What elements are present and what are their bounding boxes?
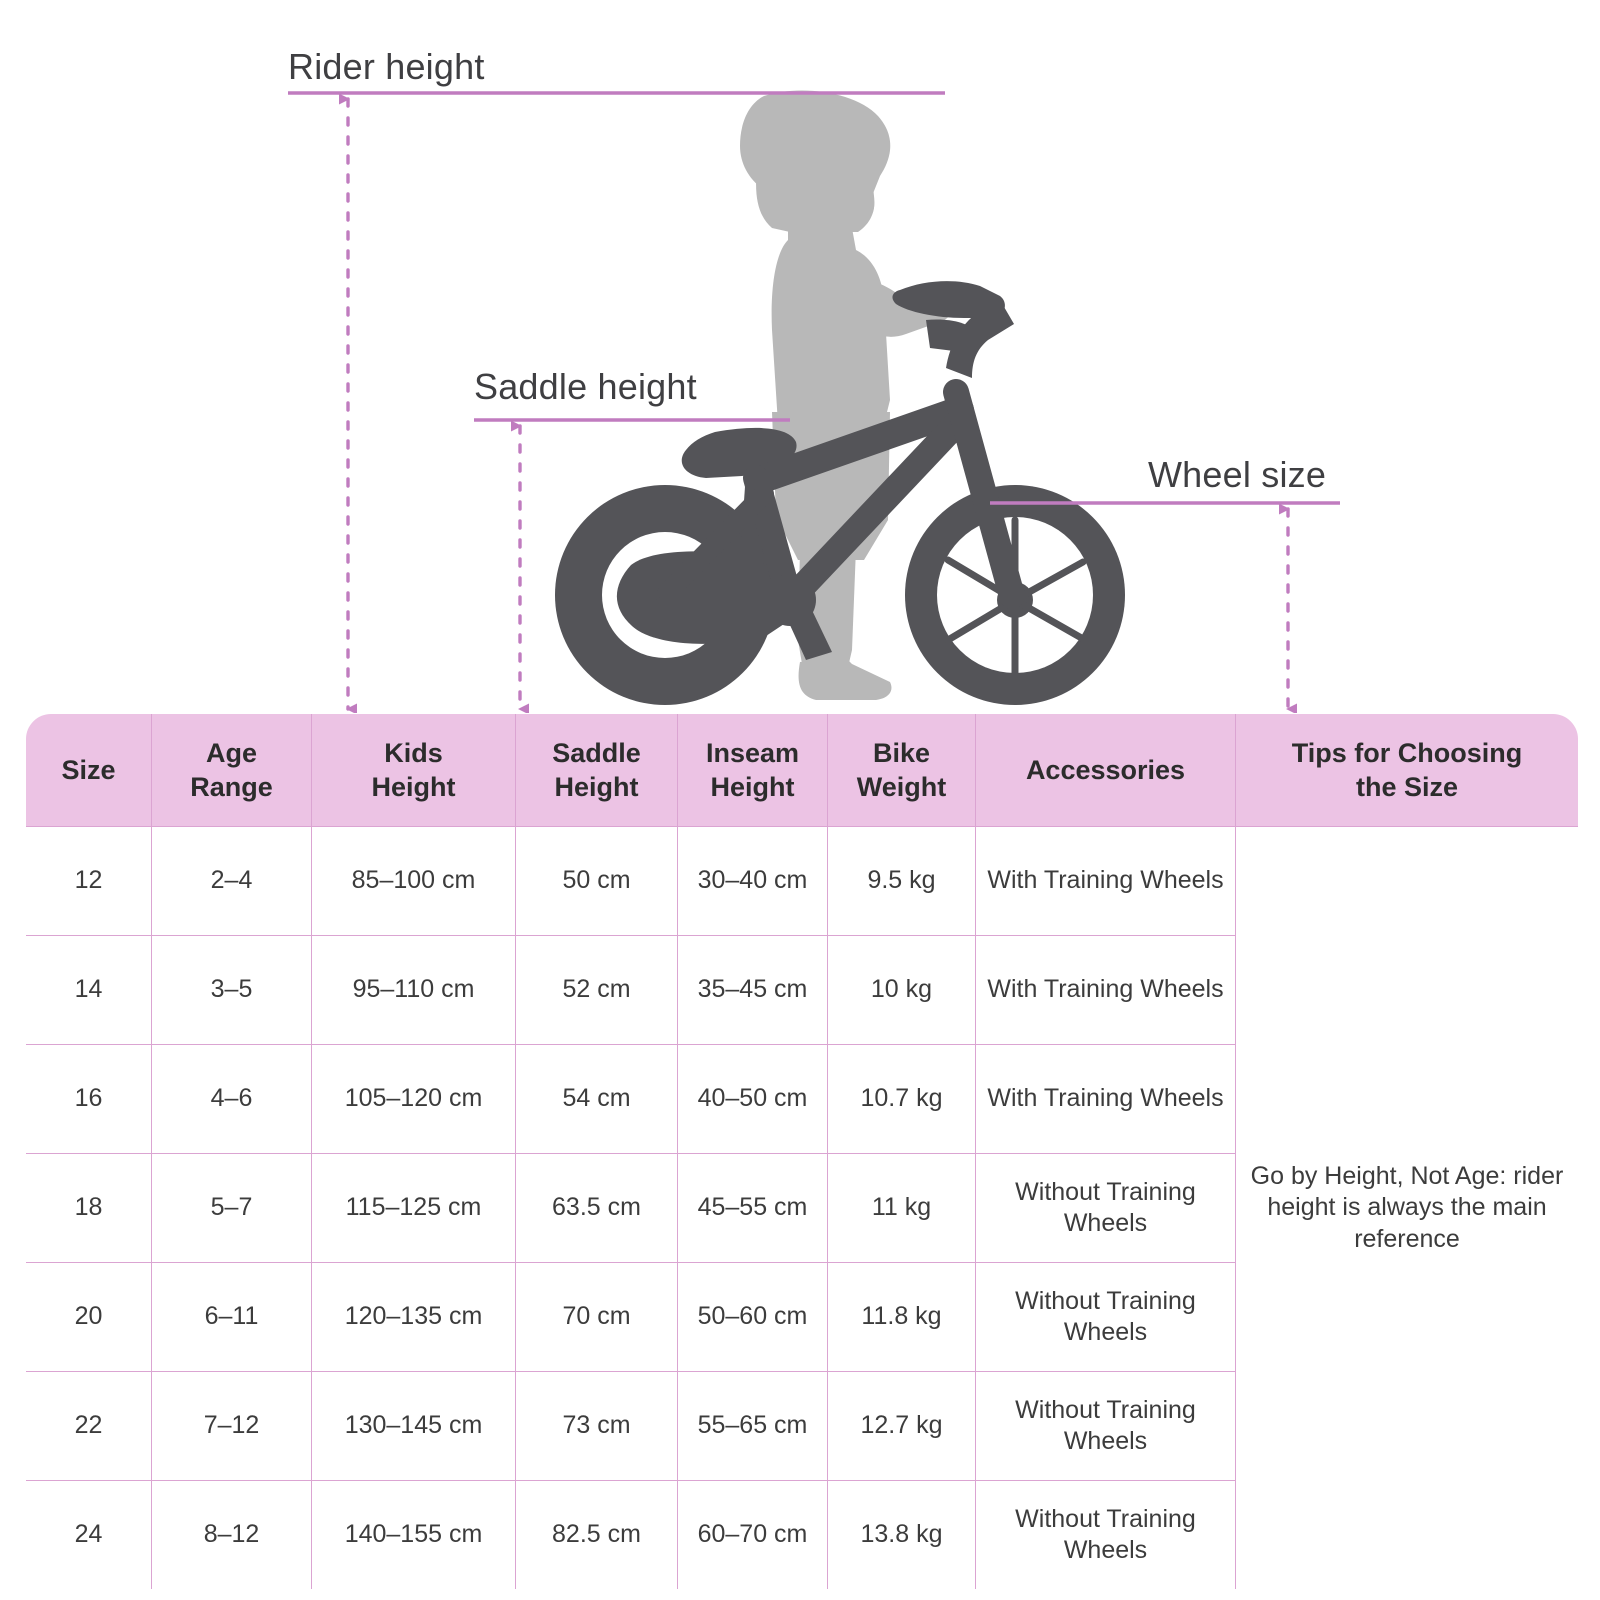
bike-sizing-diagram: Rider height Saddle height Wheel size <box>0 0 1600 715</box>
cell-bike-weight: 13.8 kg <box>827 1480 976 1589</box>
column-header-accessories: Accessories <box>975 714 1236 827</box>
cell-age-range: 5–7 <box>151 1153 312 1263</box>
cell-inseam-height: 35–45 cm <box>677 935 828 1045</box>
column-header-age-range: Age Range <box>151 714 312 827</box>
cell-accessories: With Training Wheels <box>975 1044 1236 1154</box>
table-row: 22 7–12 130–145 cm 73 cm 55–65 cm 12.7 k… <box>26 1371 1578 1481</box>
cell-saddle-height: 50 cm <box>515 826 678 936</box>
diagram-svg <box>288 90 1340 715</box>
column-header-saddle-height: Saddle Height <box>515 714 678 827</box>
cell-age-range: 6–11 <box>151 1262 312 1372</box>
table-row: 12 2–4 85–100 cm 50 cm 30–40 cm 9.5 kg W… <box>26 826 1578 1589</box>
bike-size-table: Size Age Range Kids Height Saddle Height… <box>25 713 1579 1590</box>
cell-saddle-height: 82.5 cm <box>515 1480 678 1589</box>
cell-kids-height: 120–135 cm <box>311 1262 516 1372</box>
header-row: Size Age Range Kids Height Saddle Height… <box>26 714 1578 827</box>
cell-accessories: Without Training Wheels <box>975 1371 1236 1481</box>
saddle-height-label: Saddle height <box>474 366 697 407</box>
table-row: 18 5–7 115–125 cm 63.5 cm 45–55 cm 11 kg… <box>26 1153 1578 1263</box>
cell-saddle-height: 63.5 cm <box>515 1153 678 1263</box>
table-header: Size Age Range Kids Height Saddle Height… <box>26 714 1578 827</box>
column-header-size: Size <box>26 714 152 827</box>
wheel-size-dimension <box>990 501 1340 715</box>
header-line: the Size <box>1355 772 1459 802</box>
cell-bike-weight: 12.7 kg <box>827 1371 976 1481</box>
cell-accessories: Without Training Wheels <box>975 1153 1236 1263</box>
column-header-inseam-height: Inseam Height <box>677 714 828 827</box>
cell-kids-height: 140–155 cm <box>311 1480 516 1589</box>
cell-age-range: 3–5 <box>151 935 312 1045</box>
header-line: Saddle <box>552 737 641 768</box>
cell-age-range: 7–12 <box>151 1371 312 1481</box>
cell-accessories: With Training Wheels <box>975 826 1236 936</box>
column-header-tips: Tips for Choosing the Size <box>1235 714 1578 827</box>
cell-inseam-height: 40–50 cm <box>677 1044 828 1154</box>
cell-saddle-height: 73 cm <box>515 1371 678 1481</box>
cell-accessories: Without Training Wheels <box>975 1262 1236 1372</box>
cell-accessories: Without Training Wheels <box>975 1480 1236 1589</box>
cell-inseam-height: 30–40 cm <box>677 826 828 936</box>
cell-kids-height: 105–120 cm <box>311 1044 516 1154</box>
cell-tips: Go by Height, Not Age: rider height is a… <box>1235 826 1578 1589</box>
table-row: 20 6–11 120–135 cm 70 cm 50–60 cm 11.8 k… <box>26 1262 1578 1372</box>
cell-kids-height: 85–100 cm <box>311 826 516 936</box>
header-line: Kids <box>384 737 443 768</box>
header-line: Tips for Choosing <box>1291 737 1523 768</box>
cell-saddle-height: 54 cm <box>515 1044 678 1154</box>
table-row: 16 4–6 105–120 cm 54 cm 40–50 cm 10.7 kg… <box>26 1044 1578 1154</box>
header-line: Age <box>205 737 257 768</box>
header-line: Height <box>710 772 795 802</box>
cell-size: 16 <box>26 1044 152 1154</box>
cell-size: 18 <box>26 1153 152 1263</box>
table-row: 24 8–12 140–155 cm 82.5 cm 60–70 cm 13.8… <box>26 1480 1578 1589</box>
cell-age-range: 4–6 <box>151 1044 312 1154</box>
cell-inseam-height: 60–70 cm <box>677 1480 828 1589</box>
cell-size: 14 <box>26 935 152 1045</box>
wheel-size-label: Wheel size <box>1148 454 1327 495</box>
cell-accessories: With Training Wheels <box>975 935 1236 1045</box>
cell-age-range: 8–12 <box>151 1480 312 1589</box>
cell-age-range: 2–4 <box>151 826 312 936</box>
cell-size: 24 <box>26 1480 152 1589</box>
cell-saddle-height: 52 cm <box>515 935 678 1045</box>
cell-kids-height: 130–145 cm <box>311 1371 516 1481</box>
header-line: Bike <box>872 737 931 768</box>
cell-bike-weight: 9.5 kg <box>827 826 976 936</box>
rider-height-dimension <box>288 91 945 715</box>
header-line: Inseam <box>705 737 800 768</box>
cell-bike-weight: 11 kg <box>827 1153 976 1263</box>
cell-inseam-height: 50–60 cm <box>677 1262 828 1372</box>
table-body: 12 2–4 85–100 cm 50 cm 30–40 cm 9.5 kg W… <box>26 826 1578 1589</box>
cell-kids-height: 95–110 cm <box>311 935 516 1045</box>
cell-size: 12 <box>26 826 152 936</box>
header-line: Height <box>554 772 639 802</box>
bicycle-silhouette <box>555 281 1125 705</box>
cell-kids-height: 115–125 cm <box>311 1153 516 1263</box>
cell-bike-weight: 10.7 kg <box>827 1044 976 1154</box>
header-line: Height <box>371 772 456 802</box>
header-line: Weight <box>856 772 947 802</box>
cell-inseam-height: 55–65 cm <box>677 1371 828 1481</box>
rider-height-label: Rider height <box>288 46 485 87</box>
cell-inseam-height: 45–55 cm <box>677 1153 828 1263</box>
cell-size: 22 <box>26 1371 152 1481</box>
header-line: Accessories <box>1025 754 1186 785</box>
cell-bike-weight: 11.8 kg <box>827 1262 976 1372</box>
column-header-bike-weight: Bike Weight <box>827 714 976 827</box>
cell-bike-weight: 10 kg <box>827 935 976 1045</box>
saddle-height-dimension <box>474 418 790 715</box>
cell-size: 20 <box>26 1262 152 1372</box>
cell-saddle-height: 70 cm <box>515 1262 678 1372</box>
header-line: Range <box>190 772 273 802</box>
header-line: Size <box>61 754 116 785</box>
table-row: 14 3–5 95–110 cm 52 cm 35–45 cm 10 kg Wi… <box>26 935 1578 1045</box>
column-header-kids-height: Kids Height <box>311 714 516 827</box>
